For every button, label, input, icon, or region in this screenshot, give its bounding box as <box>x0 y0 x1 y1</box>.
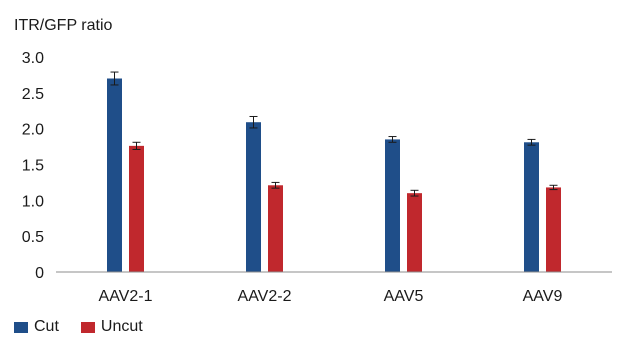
y-tick-label: 2.5 <box>22 86 44 103</box>
y-axis-ticks: 0 0.5 1.0 1.5 2.0 2.5 3.0 <box>22 50 44 282</box>
y-tick-label: 1.0 <box>22 193 44 210</box>
legend: Cut Uncut <box>14 318 165 336</box>
x-category-label: AAV2-2 <box>238 288 292 305</box>
x-category-label: AAV9 <box>523 288 563 305</box>
error-bar <box>271 181 280 189</box>
bar-cut-aav2-1 <box>107 78 122 272</box>
legend-label: Cut <box>34 318 59 335</box>
x-category-label: AAV2-1 <box>99 288 153 305</box>
y-tick-label: 2.0 <box>22 122 44 139</box>
bar-uncut-aav5 <box>407 193 422 272</box>
error-bar <box>549 184 558 191</box>
bar-uncut-aav2-1 <box>129 145 144 272</box>
bar-cut-aav5 <box>385 139 400 272</box>
error-bar <box>110 71 119 86</box>
error-bar <box>410 189 419 197</box>
legend-item-uncut: Uncut <box>80 318 143 336</box>
x-category-label: AAV5 <box>384 288 424 305</box>
bar-cut-aav9 <box>524 142 539 272</box>
legend-item-cut: Cut <box>14 318 59 336</box>
bar-uncut-aav2-2 <box>268 185 283 272</box>
legend-swatch <box>14 321 28 333</box>
bar-uncut-aav9 <box>546 187 561 272</box>
bars <box>107 71 561 272</box>
error-bar <box>249 115 258 129</box>
y-tick-label: 3.0 <box>22 50 44 67</box>
y-tick-label: 0 <box>35 265 44 282</box>
legend-label: Uncut <box>100 318 143 335</box>
y-tick-label: 0.5 <box>22 229 44 246</box>
y-axis-label: ITR/GFP ratio <box>14 17 112 34</box>
bar-cut-aav2-2 <box>246 122 261 272</box>
x-axis-categories: AAV2-1 AAV2-2 AAV5 AAV9 <box>99 288 563 305</box>
error-bar <box>132 141 141 150</box>
legend-swatch <box>80 321 95 333</box>
error-bar <box>388 136 397 143</box>
error-bar <box>527 138 536 146</box>
y-tick-label: 1.5 <box>22 158 44 175</box>
